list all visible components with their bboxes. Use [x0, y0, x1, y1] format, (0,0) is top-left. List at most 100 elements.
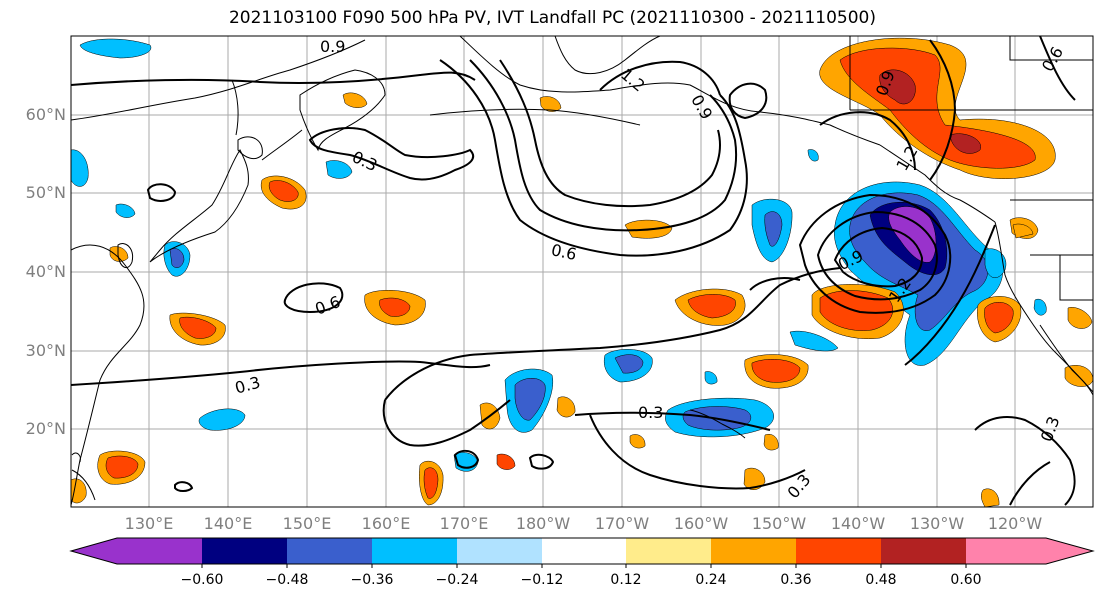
lat-label: 30°N — [25, 341, 66, 360]
negative-anomaly — [115, 203, 136, 218]
siberia-coast — [71, 39, 366, 121]
colorbar-extend-high — [1046, 538, 1093, 564]
positive-anomaly — [539, 96, 562, 112]
colorbar-extend-low — [71, 538, 117, 564]
colorbar-segment — [117, 538, 202, 564]
lon-label: 150°E — [282, 514, 332, 533]
contour-label: 0.3 — [638, 403, 663, 422]
contour-line — [1009, 461, 1051, 506]
negative-anomaly — [325, 160, 353, 179]
contour-line — [728, 82, 768, 120]
korea-coast — [117, 243, 134, 269]
negative-anomaly — [888, 206, 937, 263]
bc-coast — [879, 144, 996, 223]
contour-line — [308, 127, 475, 181]
positive-anomaly — [556, 396, 576, 418]
positive-anomaly — [379, 297, 411, 317]
colorbar-segment — [372, 538, 457, 564]
colorbar-segment — [966, 538, 1046, 564]
contour-line — [146, 183, 177, 202]
negative-anomaly — [984, 248, 1007, 278]
negative-anomaly — [764, 211, 783, 247]
contour-line — [574, 411, 771, 431]
taiwan-coast — [71, 452, 81, 463]
colorbar-tick-label: −0.24 — [435, 572, 479, 588]
positive-anomaly — [496, 453, 516, 470]
contour-line — [453, 449, 480, 469]
positive-anomaly — [268, 180, 299, 202]
lon-label: 130°E — [124, 514, 174, 533]
contour-line — [71, 71, 476, 86]
colorbar-outline — [69, 537, 1095, 565]
negative-anomaly — [807, 149, 819, 162]
lon-label: 170°W — [594, 514, 650, 533]
positive-anomaly — [423, 467, 439, 499]
kuril-islands — [261, 129, 303, 161]
positive-anomaly — [984, 302, 1014, 334]
contour-label: 0.9 — [320, 37, 345, 56]
philippines-coast — [71, 469, 96, 501]
hokkaido-coast — [237, 136, 263, 160]
positive-anomaly — [751, 359, 801, 383]
colorbar-tick-label: 0.12 — [610, 572, 642, 588]
colorbar-segment — [881, 538, 966, 564]
negative-anomaly — [704, 371, 718, 385]
contour-line — [904, 224, 996, 366]
lon-label: 140°E — [203, 514, 253, 533]
baja-coast — [1039, 324, 1093, 396]
ivt-shading — [71, 37, 1093, 507]
contour-line — [283, 282, 344, 314]
lon-label: 170°E — [439, 514, 489, 533]
coastlines — [71, 36, 1093, 506]
colorbar-segment — [202, 538, 287, 564]
positive-anomaly — [109, 246, 129, 262]
map-title: 2021103100 F090 500 hPa PV, IVT Landfall… — [228, 8, 876, 28]
contour-label: 0.6 — [549, 240, 578, 264]
us-west-coast — [994, 221, 1093, 393]
positive-anomaly — [1067, 307, 1093, 329]
lat-label: 60°N — [25, 105, 66, 124]
lon-label: 120°W — [987, 514, 1043, 533]
contour-line — [599, 60, 721, 96]
contour-line — [439, 59, 748, 257]
colorbar-segment — [626, 538, 711, 564]
kamchatka-coast — [299, 69, 386, 152]
japan-coast — [149, 149, 249, 263]
contour-line — [1039, 36, 1076, 101]
contour-line — [382, 399, 511, 447]
negative-anomaly — [614, 354, 644, 374]
positive-anomaly — [629, 434, 646, 449]
lat-label: 20°N — [25, 419, 66, 438]
negative-anomaly — [514, 378, 546, 421]
lat-label: 40°N — [25, 262, 66, 281]
colorbar-segment — [711, 538, 796, 564]
contour-line — [929, 39, 957, 181]
positive-anomaly — [763, 434, 779, 451]
lon-label: 150°W — [751, 514, 807, 533]
colorbar-tick-label: −0.60 — [180, 572, 224, 588]
positive-anomaly — [1012, 223, 1034, 239]
canada-province-line — [1009, 36, 1093, 61]
positive-anomaly — [179, 316, 217, 339]
contour-line — [469, 59, 738, 232]
positive-anomaly — [879, 69, 916, 105]
colorbar-tick-label: −0.36 — [350, 572, 394, 588]
colorbar-tick-label: −0.12 — [520, 572, 564, 588]
negative-anomaly — [198, 408, 246, 431]
colorbar-segment — [796, 538, 881, 564]
negative-anomaly — [169, 248, 185, 268]
contour-line — [974, 416, 1076, 506]
contour-line — [589, 414, 806, 490]
pv-contours — [71, 36, 1076, 506]
lat-label: 50°N — [25, 183, 66, 202]
colorbar-tick-label: 0.48 — [865, 572, 897, 588]
contour-line — [499, 59, 721, 208]
lon-label: 160°E — [361, 514, 411, 533]
colorbar-segment — [542, 538, 626, 564]
lon-label: 180°W — [515, 514, 571, 533]
colorbar-segment — [457, 538, 542, 564]
contour-line — [816, 210, 938, 301]
positive-anomaly — [105, 455, 139, 479]
colorbar-segment — [287, 538, 372, 564]
